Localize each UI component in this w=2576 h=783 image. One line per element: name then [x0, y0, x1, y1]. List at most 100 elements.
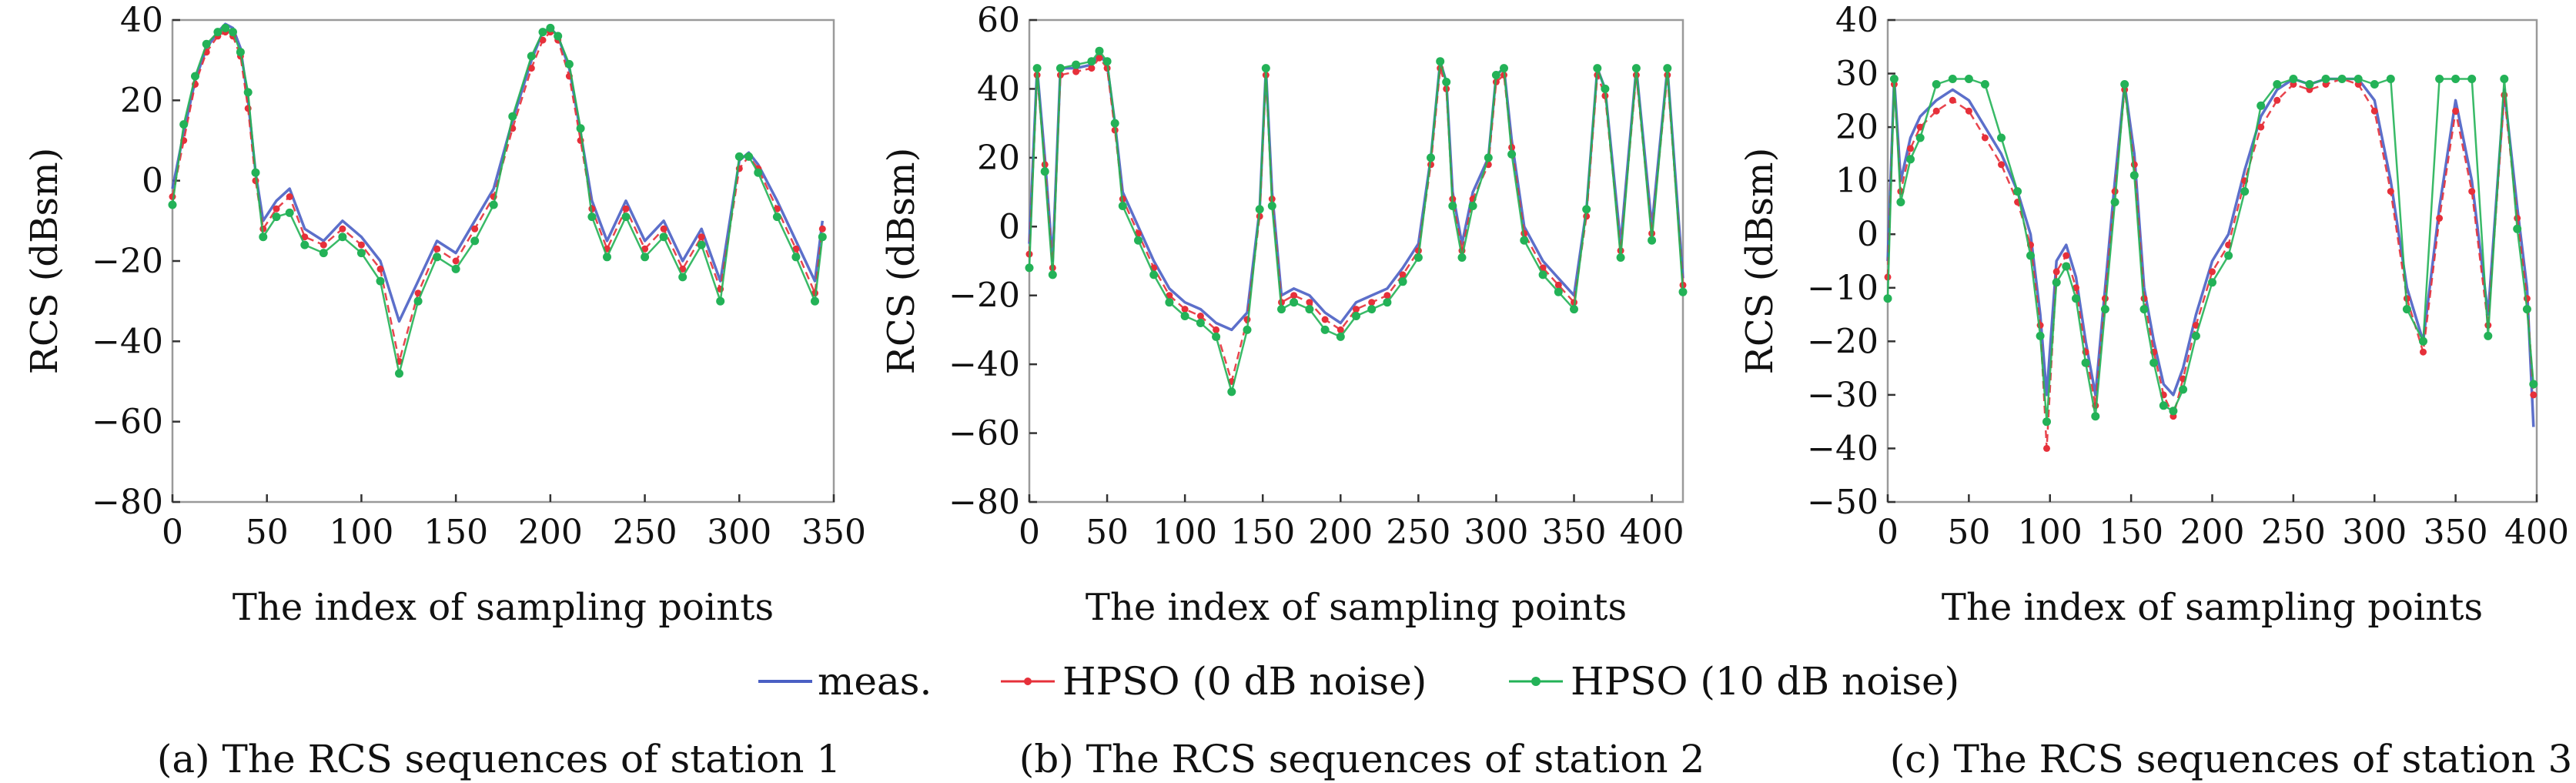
x-tick-label: 50: [246, 513, 289, 552]
data-point: [2013, 187, 2022, 196]
data-point: [1110, 119, 1119, 128]
data-point: [1149, 270, 1159, 279]
data-point: [1025, 263, 1034, 273]
data-point: [1243, 325, 1252, 334]
data-point: [641, 245, 649, 253]
data-point: [1336, 332, 1345, 341]
data-point: [191, 72, 199, 81]
data-point: [564, 59, 574, 69]
plot-frame: [171, 18, 835, 504]
y-tick-label: −20: [948, 276, 1020, 316]
data-point: [539, 36, 547, 44]
data-point: [1484, 153, 1493, 162]
y-tick-label: −50: [1807, 483, 1878, 522]
data-point: [1507, 149, 1517, 159]
data-point: [716, 296, 725, 306]
data-point: [1678, 287, 1688, 296]
data-point: [1981, 134, 1989, 142]
data-point: [1196, 319, 1205, 327]
data-point: [489, 200, 498, 209]
data-point: [1055, 64, 1065, 73]
data-point: [1337, 326, 1344, 333]
data-point: [168, 200, 177, 209]
data-point: [243, 88, 253, 97]
data-point: [452, 257, 460, 265]
x-tick-label: 350: [1542, 513, 1607, 552]
legend-marker: [1531, 677, 1541, 686]
series-line: [1028, 52, 1684, 332]
data-point: [678, 273, 687, 282]
data-point: [818, 233, 827, 242]
legend-label: HPSO (10 dB noise): [1571, 659, 1959, 704]
data-point: [285, 208, 294, 217]
data-point: [1442, 78, 1451, 86]
data-point: [2289, 75, 2298, 83]
data-point: [338, 233, 347, 242]
series-line: [1028, 56, 1684, 383]
data-point: [2387, 188, 2394, 196]
legend-entry-hpso-0db: HPSO (0 dB noise): [1001, 659, 1427, 704]
data-point: [772, 212, 781, 222]
y-tick-label: −40: [92, 322, 163, 361]
data-point: [1436, 57, 1445, 66]
data-point: [1932, 80, 1941, 89]
data-point: [603, 253, 611, 262]
x-tick-label: 50: [1947, 513, 1990, 552]
data-point: [2513, 224, 2522, 233]
data-point: [1261, 64, 1270, 73]
data-point: [2273, 80, 2282, 89]
data-point: [357, 241, 365, 249]
data-point: [2036, 331, 2045, 340]
y-tick-label: −20: [92, 242, 163, 281]
legend-marker: [1024, 678, 1032, 685]
data-point: [2208, 278, 2216, 287]
data-point: [286, 193, 293, 200]
series-line: [1886, 78, 2535, 423]
legend-entry-hpso-10db: HPSO (10 dB noise): [1509, 659, 1959, 704]
data-point: [179, 120, 189, 129]
data-point: [1906, 155, 1915, 164]
data-point: [811, 296, 819, 306]
y-tick-label: 20: [120, 81, 163, 120]
data-point: [2081, 358, 2090, 367]
data-point: [471, 225, 479, 233]
y-tick-label: −30: [1807, 376, 1878, 415]
data-point: [1500, 64, 1508, 73]
data-point: [1368, 299, 1376, 306]
data-point: [1491, 71, 1500, 79]
panel-caption: (a) The RCS sequences of station 1: [157, 737, 841, 781]
data-point: [576, 124, 585, 133]
data-point: [2451, 75, 2461, 83]
data-point: [2305, 80, 2314, 89]
data-point: [1267, 202, 1276, 210]
data-point: [1468, 202, 1477, 210]
data-point: [660, 225, 667, 233]
plot-frame: [1028, 18, 1684, 504]
data-point: [1367, 305, 1377, 314]
data-point: [1932, 107, 1940, 115]
x-tick-label: 0: [162, 513, 183, 552]
data-point: [1648, 236, 1657, 245]
legend: meas. HPSO (0 dB noise) HPSO (10 dB nois…: [758, 659, 1959, 704]
y-tick-label: 30: [1835, 55, 1878, 94]
y-tick-label: −20: [1807, 322, 1878, 361]
data-point: [1601, 84, 1610, 93]
y-tick-label: 40: [1835, 1, 1878, 40]
data-point: [1949, 96, 1956, 104]
y-tick-label: −60: [92, 403, 163, 442]
data-point: [2257, 123, 2265, 131]
panel-c: 0 50 100 150 200 250 300 350 400403020100−10−20−…: [1738, 1, 2572, 781]
x-axis-label: The index of sampling points: [1942, 586, 2483, 629]
data-point: [356, 249, 366, 258]
data-point: [1964, 75, 1973, 83]
data-point: [2139, 305, 2149, 314]
data-point: [2159, 401, 2168, 410]
data-point: [433, 245, 441, 253]
data-point: [1980, 80, 1989, 89]
data-point: [1095, 46, 1104, 55]
y-tick-label: 20: [1835, 108, 1878, 147]
data-point: [2386, 75, 2395, 83]
axis-ticks: 0 50 100 150 200 250 300 350 400403020100−10−20−…: [1807, 1, 2569, 552]
data-point: [2169, 407, 2178, 416]
